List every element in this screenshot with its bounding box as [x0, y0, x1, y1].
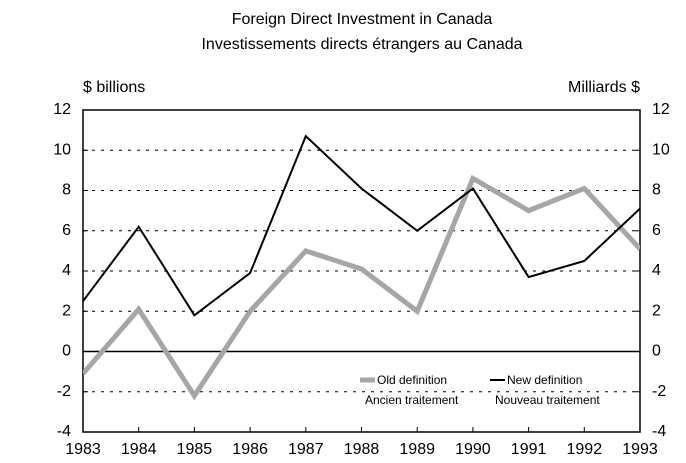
y-tick-label: 10: [53, 141, 71, 158]
y2-tick-label: 2: [652, 302, 661, 319]
y-tick-label: 12: [53, 101, 71, 118]
x-tick-label: 1984: [121, 441, 157, 458]
x-tick-label: 1987: [288, 441, 324, 458]
y2-tick-label: 6: [652, 222, 661, 239]
x-tick-label: 1992: [567, 441, 603, 458]
y2-axis-label: Milliards $: [568, 79, 640, 96]
y-tick-label: 2: [62, 302, 71, 319]
series-line: [83, 174, 640, 401]
x-tick-label: 1989: [399, 441, 435, 458]
y-tick-label: 4: [62, 262, 71, 279]
y-tick-label: 8: [62, 182, 71, 199]
x-tick-label: 1993: [622, 441, 658, 458]
y2-tick-label: 8: [652, 182, 661, 199]
chart-subtitle: Investissements directs étrangers au Can…: [201, 36, 522, 53]
x-tick-label: 1991: [511, 441, 547, 458]
y2-tick-label: 4: [652, 262, 661, 279]
legend-label: Old definition: [377, 373, 447, 387]
y-tick-label: -2: [57, 383, 71, 400]
y2-tick-label: -4: [652, 423, 666, 440]
y2-tick-label: 10: [652, 141, 670, 158]
x-tick-label: 1990: [455, 441, 491, 458]
legend-label-fr: Nouveau traitement: [495, 393, 600, 407]
chart-title: Foreign Direct Investment in Canada: [232, 11, 493, 28]
x-tick-label: 1988: [344, 441, 380, 458]
y-tick-label: 0: [62, 343, 71, 360]
legend-label: New definition: [507, 373, 582, 387]
y2-tick-label: 0: [652, 343, 661, 360]
y2-tick-label: -2: [652, 383, 666, 400]
y-tick-label: 6: [62, 222, 71, 239]
plot-frame: [82, 109, 641, 433]
x-tick-label: 1985: [177, 441, 213, 458]
x-tick-label: 1986: [232, 441, 268, 458]
y-axis-label: $ billions: [83, 79, 145, 96]
legend-label-fr: Ancien traitement: [365, 393, 459, 407]
y2-tick-label: 12: [652, 101, 670, 118]
series-line: [83, 134, 640, 317]
x-tick-label: 1983: [65, 441, 101, 458]
y-tick-label: -4: [57, 423, 71, 440]
